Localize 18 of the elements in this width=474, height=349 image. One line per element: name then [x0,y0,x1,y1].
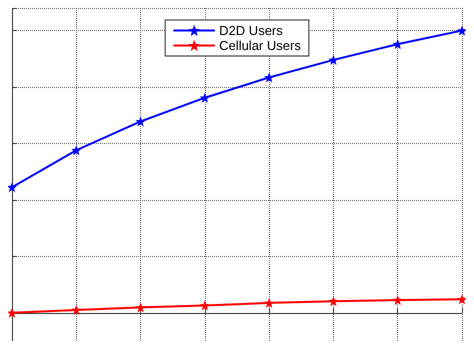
point [8,308,17,318]
legend-label: Cellular Users [219,38,302,53]
point [264,72,274,82]
point [328,54,338,65]
legend-label: D2D Users [219,23,284,38]
point [392,39,403,50]
point [136,116,146,126]
point [457,26,466,36]
point [71,145,82,156]
point [328,296,338,306]
point [8,182,17,192]
point [264,298,274,308]
point [71,304,82,315]
point [392,295,403,306]
point [457,294,466,304]
point [136,302,146,312]
point [200,300,210,310]
point [200,92,210,103]
